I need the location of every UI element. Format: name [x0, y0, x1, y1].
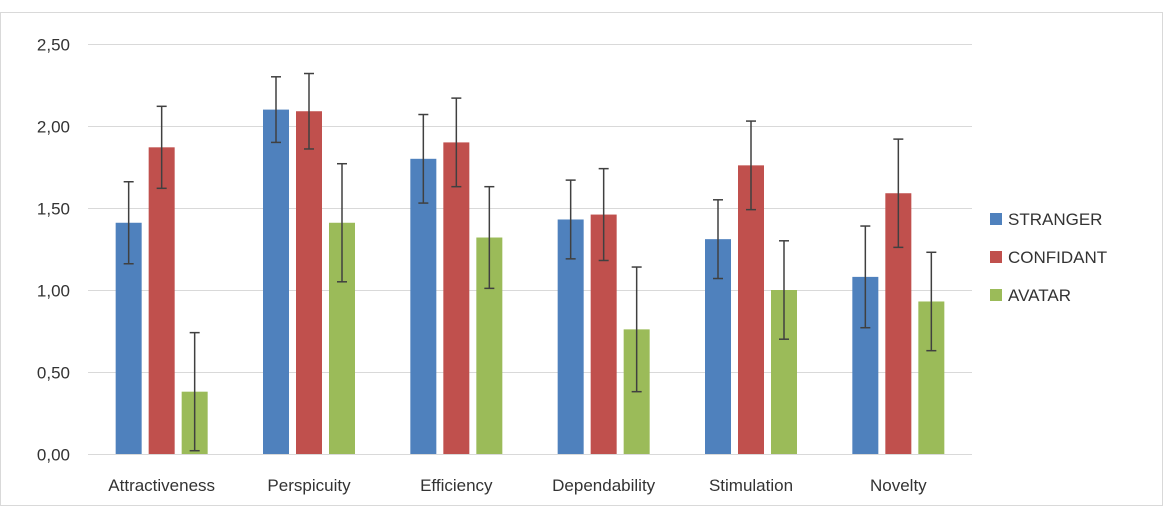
x-tick-label: Attractiveness: [108, 476, 215, 495]
error-bar-confidant-efficiency: [451, 97, 462, 188]
legend-label: AVATAR: [1008, 286, 1071, 305]
bar-confidant-efficiency: [443, 142, 470, 454]
error-bar-confidant-attractiveness: [156, 105, 167, 190]
error-bar-confidant-stimulation: [746, 120, 756, 211]
legend-item-avatar: AVATAR: [990, 286, 1071, 305]
x-tick-label: Efficiency: [420, 476, 493, 495]
error-bar-confidant-perspicuity: [304, 72, 314, 150]
bar-confidant-attractiveness: [148, 147, 175, 454]
x-tick-label: Dependability: [552, 476, 656, 495]
bar-confidant-stimulation: [738, 165, 764, 455]
error-bar-stranger-dependability: [565, 179, 576, 260]
error-bar-stranger-perspicuity: [271, 76, 281, 144]
legend-label: STRANGER: [1008, 210, 1102, 229]
x-tick-label: Novelty: [870, 476, 927, 495]
bars: [115, 109, 945, 455]
x-axis-tick-labels: Attractiveness Perspicuity Efficiency Depen…: [108, 476, 927, 495]
error-bar-avatar-efficiency: [484, 185, 495, 290]
legend-item-confidant: CONFIDANT: [990, 248, 1107, 267]
legend-label: CONFIDANT: [1008, 248, 1107, 267]
error-bar-avatar-stimulation: [779, 240, 789, 340]
error-bar-stranger-efficiency: [418, 113, 429, 204]
error-bar-stranger-novelty: [860, 225, 871, 329]
legend: STRANGER CONFIDANT AVATAR: [990, 210, 1107, 305]
y-tick-label: 2,00: [37, 118, 70, 137]
error-bars: [123, 72, 937, 452]
y-tick-label: 1,00: [37, 282, 70, 301]
y-tick-label: 0,50: [37, 364, 70, 383]
y-axis-tick-labels: 0,00 0,50 1,00 1,50 2,00 2,50: [37, 36, 70, 465]
gridlines: [88, 44, 972, 455]
error-bar-avatar-novelty: [926, 251, 937, 352]
y-tick-label: 1,50: [37, 200, 70, 219]
error-bar-avatar-attractiveness: [189, 331, 200, 452]
x-tick-label: Perspicuity: [267, 476, 351, 495]
x-tick-label: Stimulation: [709, 476, 793, 495]
error-bar-confidant-dependability: [598, 167, 609, 262]
legend-item-stranger: STRANGER: [990, 210, 1102, 229]
bar-confidant-perspicuity: [296, 111, 322, 455]
error-bar-stranger-attractiveness: [123, 181, 134, 265]
error-bar-stranger-stimulation: [713, 199, 723, 280]
legend-swatch: [990, 289, 1002, 301]
legend-swatch: [990, 251, 1002, 263]
bar-stranger-perspicuity: [263, 109, 289, 454]
error-bar-confidant-novelty: [893, 138, 904, 249]
y-tick-label: 0,00: [37, 446, 70, 465]
bar-stranger-efficiency: [410, 158, 437, 455]
legend-swatch: [990, 213, 1002, 225]
error-bar-avatar-perspicuity: [337, 162, 347, 283]
y-tick-label: 2,50: [37, 36, 70, 55]
error-bar-avatar-dependability: [631, 266, 642, 393]
